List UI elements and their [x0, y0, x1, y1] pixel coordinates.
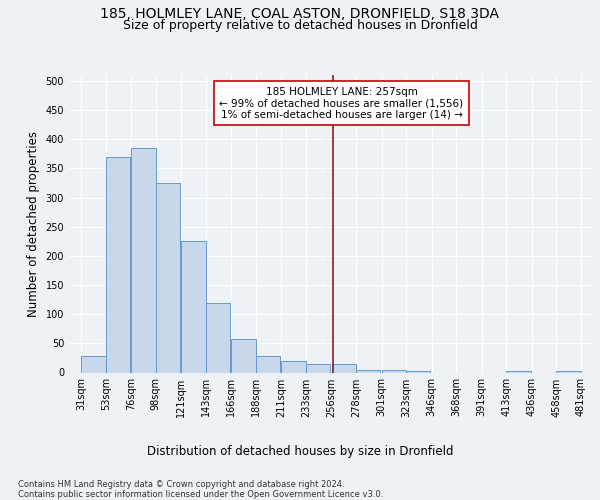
- Bar: [506, 371, 530, 372]
- Text: Contains HM Land Registry data © Crown copyright and database right 2024.
Contai: Contains HM Land Registry data © Crown c…: [18, 480, 383, 499]
- Text: 185, HOLMLEY LANE, COAL ASTON, DRONFIELD, S18 3DA: 185, HOLMLEY LANE, COAL ASTON, DRONFIELD…: [101, 8, 499, 22]
- Text: Distribution of detached houses by size in Dronfield: Distribution of detached houses by size …: [147, 444, 453, 458]
- Bar: [156, 183, 180, 372]
- Bar: [382, 370, 406, 372]
- Bar: [306, 364, 331, 372]
- Bar: [81, 356, 106, 372]
- Text: 185 HOLMLEY LANE: 257sqm
← 99% of detached houses are smaller (1,556)
1% of semi: 185 HOLMLEY LANE: 257sqm ← 99% of detach…: [220, 86, 464, 120]
- Bar: [256, 356, 280, 372]
- Bar: [106, 156, 130, 372]
- Bar: [206, 302, 230, 372]
- Bar: [181, 242, 206, 372]
- Bar: [232, 338, 256, 372]
- Bar: [556, 371, 581, 372]
- Text: Size of property relative to detached houses in Dronfield: Size of property relative to detached ho…: [122, 19, 478, 32]
- Bar: [356, 370, 380, 372]
- Bar: [331, 364, 356, 372]
- Bar: [131, 148, 156, 372]
- Bar: [281, 362, 306, 372]
- Y-axis label: Number of detached properties: Number of detached properties: [27, 130, 40, 317]
